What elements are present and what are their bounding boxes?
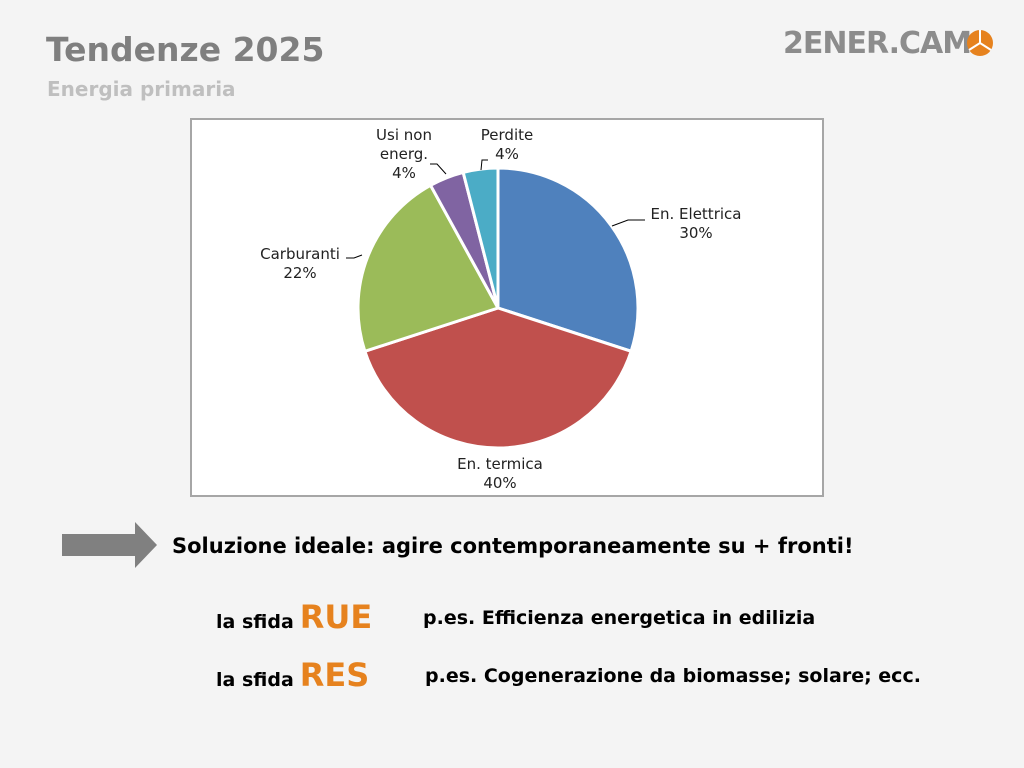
slice-label: En. Elettrica xyxy=(650,205,742,223)
pie-slice xyxy=(461,166,500,309)
slice-value-label: 22% xyxy=(283,264,317,282)
slice-label: En. termica xyxy=(457,455,543,473)
item-key: RES xyxy=(299,656,370,694)
item-lead: la sfida xyxy=(216,611,294,633)
leader-line xyxy=(430,163,447,175)
leader-lines xyxy=(346,159,645,259)
slice-label: Carburanti xyxy=(260,245,340,263)
item: la sfida RES xyxy=(216,656,375,694)
pie-slice xyxy=(356,183,501,354)
item: la sfida RUE xyxy=(216,598,378,636)
leader-line xyxy=(346,254,363,259)
item-text: p.es. Cogenerazione da biomasse; solare;… xyxy=(425,665,921,687)
item-lead: la sfida xyxy=(216,669,294,691)
item-key: RUE xyxy=(299,598,373,636)
slice-label: Usi non energ. xyxy=(376,126,432,163)
slide-subtitle: Energia primaria xyxy=(47,77,236,101)
slice-value-label: 4% xyxy=(392,164,416,182)
statement: Soluzione ideale: agire contemporaneamen… xyxy=(172,534,854,558)
slice-label: Perdite xyxy=(480,126,534,144)
pie-slice xyxy=(496,166,640,354)
pie-slice xyxy=(362,306,634,450)
slice-value-label: 40% xyxy=(483,474,517,492)
slice-value-label: 4% xyxy=(495,145,519,163)
slide-title: Tendenze 2025 xyxy=(46,30,325,69)
slice-value-label: 30% xyxy=(679,224,713,242)
item-text: p.es. Efficienza energetica in edilizia xyxy=(423,607,816,629)
logo: 2ENER.CAM xyxy=(783,26,972,61)
leader-line xyxy=(611,219,645,227)
leader-line xyxy=(480,159,488,171)
